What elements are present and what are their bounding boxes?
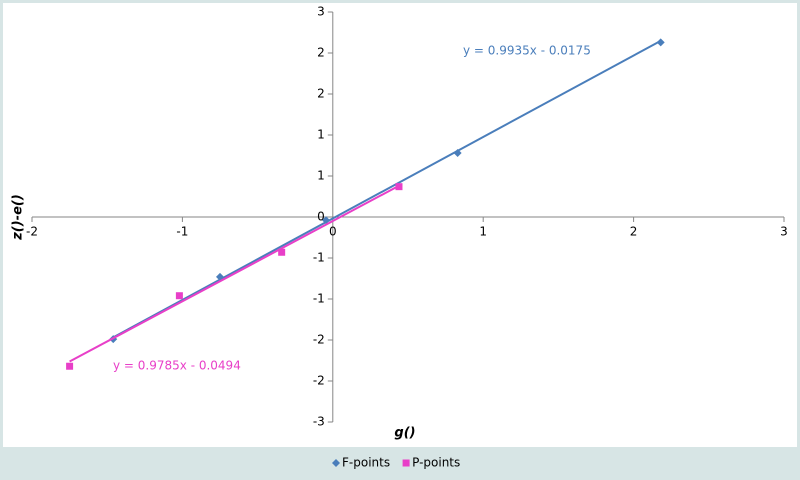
y-tick-label: -3 <box>313 415 325 429</box>
x-axis-title: g() <box>394 426 415 441</box>
trendline <box>112 39 662 339</box>
y-axis-title: z()-e() <box>11 194 26 241</box>
trendline-equation: y = 0.9785x - 0.0494 <box>113 359 241 373</box>
y-tick-label: 3 <box>317 5 325 19</box>
legend-marker <box>332 459 340 467</box>
x-tick-label: 0 <box>329 225 337 239</box>
data-point <box>216 272 224 281</box>
x-tick-label: 2 <box>630 225 638 239</box>
data-point <box>278 248 286 256</box>
data-point <box>395 183 403 191</box>
data-point <box>175 292 183 300</box>
x-tick-label: -1 <box>176 225 188 239</box>
y-tick-label: -1 <box>313 251 325 265</box>
y-tick-label: 1 <box>317 128 325 142</box>
data-point <box>453 149 462 158</box>
x-tick-label: -2 <box>26 225 38 239</box>
x-tick-label: 3 <box>780 225 788 239</box>
y-tick-label: 2 <box>317 87 325 101</box>
legend-label: F-points <box>342 456 390 470</box>
trendline <box>69 184 400 363</box>
plot-area <box>3 3 797 447</box>
legend-label: P-points <box>412 456 460 470</box>
y-tick-label: 0 <box>317 210 325 224</box>
data-point <box>66 362 74 370</box>
y-tick-label: 2 <box>317 46 325 60</box>
x-tick-label: 1 <box>479 225 487 239</box>
y-tick-label: -2 <box>313 333 325 347</box>
y-tick-label: -2 <box>313 374 325 388</box>
legend-marker <box>402 459 410 467</box>
y-tick-label: 1 <box>317 169 325 183</box>
y-tick-label: -1 <box>313 292 325 306</box>
data-point <box>656 38 665 47</box>
data-point <box>322 216 331 225</box>
trendline-equation: y = 0.9935x - 0.0175 <box>463 44 591 58</box>
